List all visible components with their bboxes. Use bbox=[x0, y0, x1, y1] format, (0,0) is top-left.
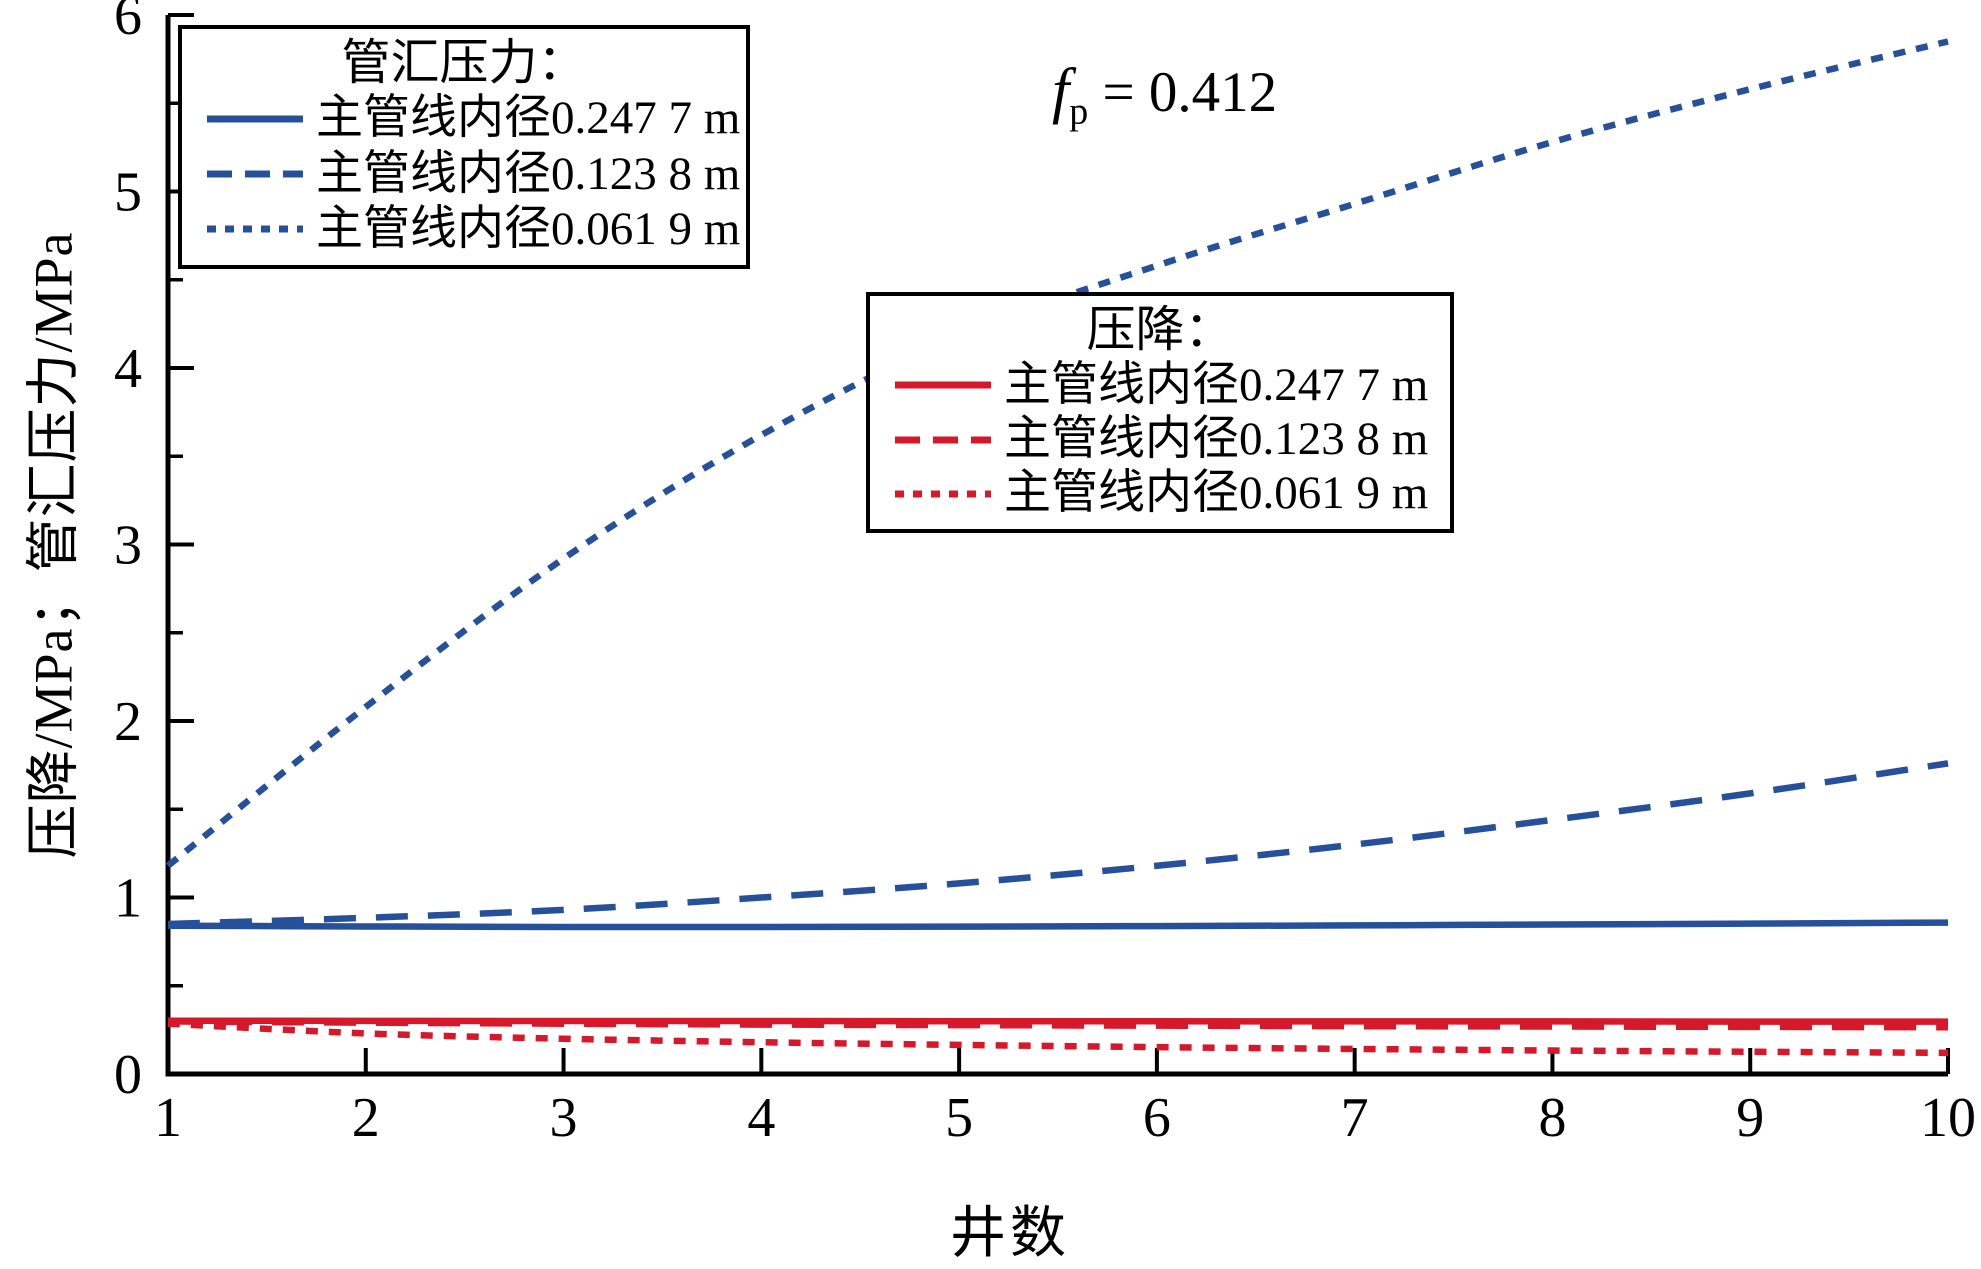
series-line-1 bbox=[167, 760, 1949, 928]
legend-manifold-pressure: 管汇压力： 主管线内径0.247 7 m 主管线内径0.123 8 m 主管线内… bbox=[178, 25, 750, 269]
legend-title: 压降： bbox=[1086, 302, 1234, 357]
x-axis-title: 井数 bbox=[950, 1203, 1070, 1265]
legend-line-sample-dotted bbox=[207, 225, 303, 233]
x-tick-label: 2 bbox=[352, 1087, 380, 1149]
legend-item: 主管线内径0.061 9 m bbox=[182, 202, 746, 257]
y-tick-label: 1 bbox=[114, 868, 142, 930]
x-tick-label: 8 bbox=[1538, 1087, 1566, 1149]
legend-item-label: 主管线内径0.123 8 m bbox=[1004, 413, 1429, 466]
y-axis-title: 压降/MPa；管汇压力/MPa bbox=[23, 231, 84, 859]
fp-annotation: fp = 0.412 bbox=[1052, 56, 1277, 133]
x-axis: 1 2 3 4 5 6 7 8 9 10 bbox=[154, 1048, 1976, 1149]
legend-line-sample-dotted bbox=[895, 490, 991, 498]
y-axis: 0 1 2 3 4 5 6 bbox=[114, 0, 194, 1106]
fp-symbol: f bbox=[1052, 57, 1070, 125]
x-tick-label: 10 bbox=[1920, 1087, 1976, 1149]
legend-item-label: 主管线内径0.247 7 m bbox=[1004, 358, 1429, 411]
legend-title: 管汇压力： bbox=[341, 35, 587, 90]
x-tick-label: 9 bbox=[1736, 1087, 1764, 1149]
legend-item: 主管线内径0.247 7 m bbox=[182, 91, 746, 146]
y-tick-label: 0 bbox=[114, 1044, 142, 1106]
y-tick-label: 6 bbox=[114, 0, 142, 47]
x-tick-label: 5 bbox=[945, 1087, 973, 1149]
legend-item: 主管线内径0.123 8 m bbox=[182, 147, 746, 202]
fp-value: = 0.412 bbox=[1088, 61, 1278, 124]
x-tick-label: 1 bbox=[154, 1087, 182, 1149]
y-tick-label: 4 bbox=[114, 338, 142, 400]
series-line-5 bbox=[167, 1020, 1949, 1057]
x-tick-label: 3 bbox=[550, 1087, 578, 1149]
legend-item-label: 主管线内径0.061 9 m bbox=[1004, 467, 1429, 520]
x-tick-label: 4 bbox=[747, 1087, 775, 1149]
legend-item: 主管线内径0.123 8 m bbox=[870, 413, 1450, 467]
legend-line-sample-solid bbox=[895, 381, 991, 389]
series-line-3 bbox=[167, 1017, 1949, 1025]
legend-pressure-drop: 压降： 主管线内径0.247 7 m 主管线内径0.123 8 m 主管线内径0… bbox=[866, 292, 1454, 533]
series-line-4 bbox=[167, 1018, 1949, 1031]
legend-item-label: 主管线内径0.247 7 m bbox=[316, 92, 741, 145]
legend-item: 主管线内径0.247 7 m bbox=[870, 358, 1450, 412]
legend-item-label: 主管线内径0.123 8 m bbox=[316, 147, 741, 200]
series-line-0 bbox=[167, 919, 1949, 931]
legend-item-label: 主管线内径0.061 9 m bbox=[316, 202, 741, 255]
legend-line-sample-dashed bbox=[207, 170, 303, 178]
legend-line-sample-dashed bbox=[895, 436, 991, 444]
y-tick-label: 5 bbox=[114, 162, 142, 224]
y-tick-label: 2 bbox=[114, 691, 142, 753]
legend-item: 主管线内径0.061 9 m bbox=[870, 467, 1450, 521]
fp-subscript: p bbox=[1069, 90, 1089, 133]
y-tick-label: 3 bbox=[114, 515, 142, 577]
x-tick-label: 7 bbox=[1341, 1087, 1369, 1149]
x-tick-label: 6 bbox=[1143, 1087, 1171, 1149]
legend-line-sample-solid bbox=[207, 115, 303, 123]
